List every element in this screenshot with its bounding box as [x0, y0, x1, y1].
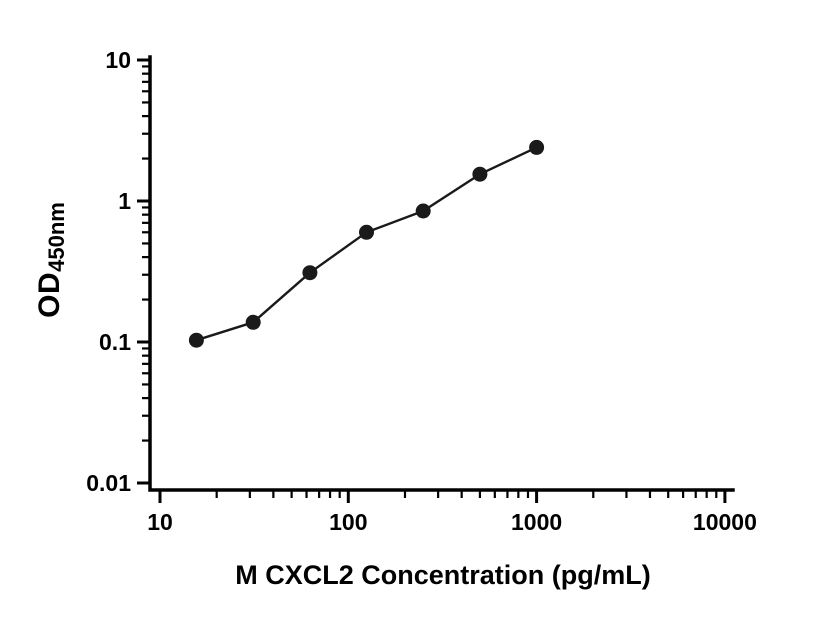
- x-tick-label: 100: [329, 509, 367, 535]
- axis-spines: [148, 55, 735, 492]
- data-points: [188, 139, 545, 348]
- y-tick-label: 1: [118, 188, 131, 214]
- y-axis-label: OD450nm: [28, 148, 72, 372]
- y-axis: 0.01 0.1 1 10: [86, 47, 150, 496]
- data-point-marker: [188, 332, 204, 348]
- x-axis: 10 100 1000 10000: [147, 490, 757, 535]
- y-axis-label-main: OD: [33, 271, 66, 318]
- data-point-marker: [302, 265, 318, 281]
- data-point-marker: [529, 139, 545, 155]
- data-point-marker: [472, 166, 488, 182]
- x-axis-label: M CXCL2 Concentration (pg/mL): [235, 560, 651, 590]
- y-tick-label: 0.1: [99, 329, 131, 355]
- y-tick-label: 0.01: [86, 470, 131, 496]
- data-point-marker: [415, 203, 431, 219]
- y-tick-label: 10: [105, 47, 131, 73]
- data-point-marker: [245, 314, 261, 330]
- data-point-marker: [359, 224, 374, 240]
- x-tick-label: 1000: [511, 509, 562, 535]
- y-axis-label-subscript: 450nm: [44, 202, 69, 272]
- x-tick-label: 10: [147, 509, 173, 535]
- x-tick-label: 10000: [693, 509, 757, 535]
